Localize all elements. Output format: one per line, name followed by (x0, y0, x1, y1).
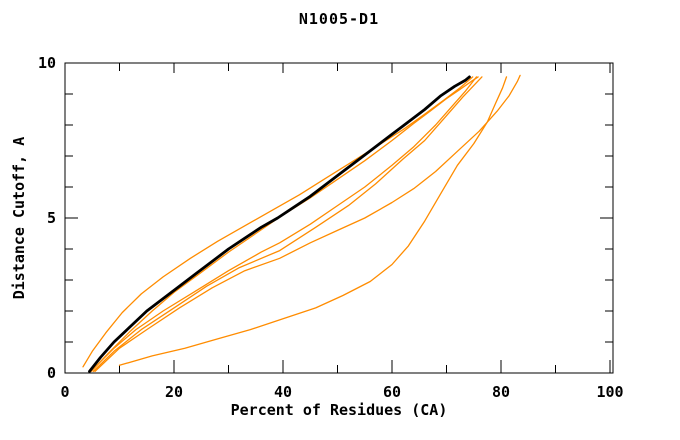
prediction-3-line (91, 76, 478, 371)
prediction-4-line (92, 76, 483, 373)
y-tick-label: 0 (47, 364, 56, 382)
x-axis-label: Percent of Residues (CA) (230, 401, 448, 419)
prediction-6-sagger-line (118, 76, 508, 366)
x-tick-label: 20 (165, 383, 183, 401)
prediction-2-steep-early-line (82, 76, 474, 368)
x-tick-label: 0 (60, 383, 69, 401)
x-tick-label: 80 (492, 383, 510, 401)
chart-title: N1005-D1 (298, 10, 380, 28)
x-tick-label: 60 (383, 383, 401, 401)
axis-frame (64, 62, 614, 374)
x-tick-label: 40 (274, 383, 292, 401)
y-tick-label: 10 (38, 54, 56, 72)
x-tick-label: 100 (596, 383, 623, 401)
prediction-5-diverger-line (94, 74, 521, 373)
y-tick-label: 5 (47, 209, 56, 227)
target-black-line (88, 75, 471, 373)
